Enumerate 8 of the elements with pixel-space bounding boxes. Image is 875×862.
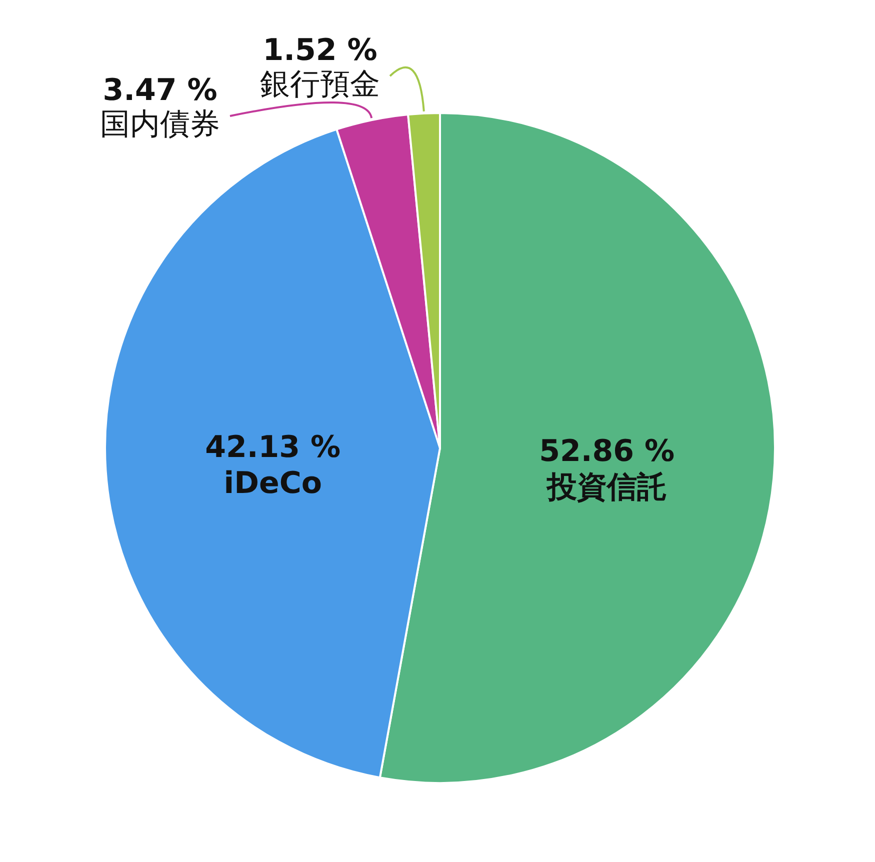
data-label: 1.52 % xyxy=(262,33,378,68)
data-label: 3.47 % xyxy=(102,73,218,108)
data-label: 52.86 % xyxy=(539,434,675,470)
data-label: 42.13 % xyxy=(205,430,341,466)
slice-label: 銀行預金 xyxy=(260,67,380,102)
slice-label: 投資信託 xyxy=(546,470,667,506)
slice-label: iDeCo xyxy=(224,466,322,502)
slice-label: 国内債券 xyxy=(100,107,220,142)
